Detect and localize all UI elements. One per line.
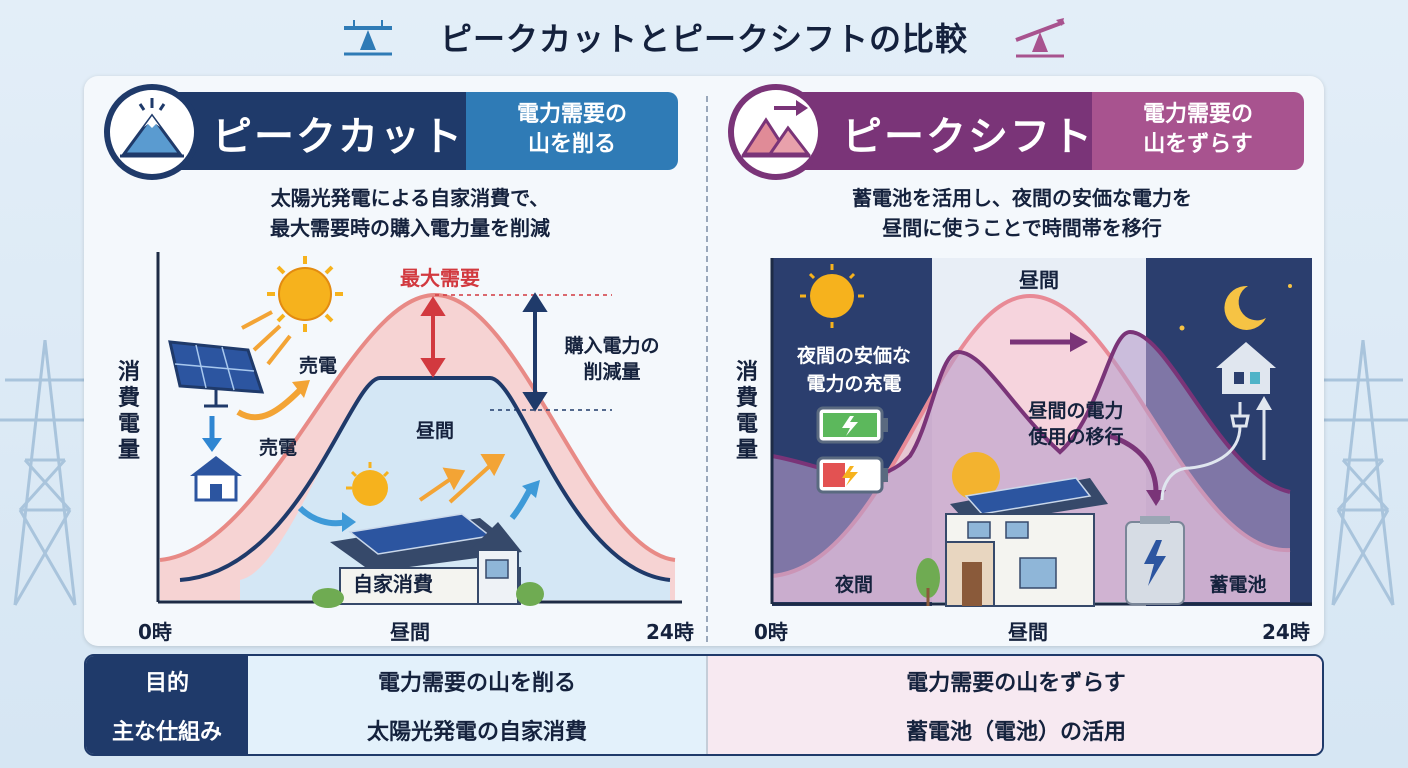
peakshift-title: ピークシフト (842, 114, 1094, 160)
self-consumption-label: 自家消費 (353, 572, 433, 596)
peakcut-desc-line1: 太陽光発電による自家消費で、 (270, 186, 550, 210)
row-mechanism-peakshift: 蓄電池（電池）の活用 (706, 705, 1322, 754)
peakcut-title: ピークカット (212, 114, 464, 160)
solar-panel-icon (168, 340, 265, 408)
peakshift-subtitle-box (1092, 92, 1304, 170)
night-house-icon (1216, 342, 1276, 394)
peakshift-x-end: 24時 (1262, 620, 1310, 644)
power-tower-left-icon (0, 340, 90, 606)
peakshift-daytime-top: 昼間 (1019, 268, 1059, 292)
peak-reduction-arrow (420, 296, 446, 378)
peakcut-ylabel: 消費電量 (117, 360, 140, 463)
panel-divider (706, 96, 708, 642)
small-house-icon (190, 456, 242, 502)
moon-icon (1224, 285, 1266, 330)
peakcut-subtitle-box (466, 92, 678, 170)
peakshift-desc-line1: 蓄電池を活用し、夜間の安価な電力を (852, 186, 1192, 210)
night-charge-label-line2: 電力の充電 (806, 373, 902, 395)
row-purpose-head: 目的 (86, 656, 248, 706)
peakshift-chart (770, 258, 1312, 607)
purchase-reduction-label-line2: 削減量 (583, 361, 641, 383)
original-demand-curve (159, 292, 676, 562)
house-sun-icon (346, 462, 390, 506)
usage-shift-label-line1: 昼間の電力 (1028, 400, 1124, 422)
sell-power-label-2: 売電 (258, 437, 297, 459)
daytime-label: 昼間 (415, 420, 454, 442)
plug-icon (1160, 402, 1250, 501)
mountain-shift-icon (741, 100, 812, 158)
peakshift-icon-circle (728, 84, 824, 180)
sell-power-label-1: 売電 (298, 355, 337, 377)
balance-tilted-icon (1015, 18, 1065, 58)
peakcut-x-mid: 昼間 (390, 620, 430, 644)
shifted-demand-curve (771, 329, 1291, 494)
usage-shift-label-line2: 使用の移行 (1028, 426, 1124, 448)
peakshift-subtitle-line1: 電力需要の (1142, 102, 1253, 127)
battery-full-icon (816, 406, 888, 444)
peakcut-desc-line2: 最大需要時の購入電力量を削減 (270, 216, 550, 240)
house-icon (312, 513, 544, 608)
max-demand-label: 最大需要 (400, 266, 480, 290)
battery-low-icon (816, 456, 888, 494)
battery-label: 蓄電池 (1209, 574, 1267, 596)
peakcut-x-end: 24時 (646, 620, 694, 644)
peakshift-ylabel: 消費電量 (735, 360, 758, 463)
shift-sun-icon (800, 264, 864, 328)
purchase-reduction-arrow (522, 292, 548, 412)
peakshift-x-start: 0時 (754, 620, 788, 644)
sun-icon (267, 256, 343, 332)
peakshift-x-mid: 昼間 (1008, 620, 1048, 644)
main-title: ピークカットとピークシフトの比較 (439, 20, 968, 58)
peakcut-x-start: 0時 (138, 620, 172, 644)
reduced-demand-curve (179, 376, 671, 582)
mountain-icon (120, 98, 184, 158)
row-purpose-peakcut: 電力需要の山を削る (248, 656, 706, 706)
night-charge-label-line1: 夜間の安価な (796, 345, 911, 367)
comparison-table: 目的 電力需要の山を削る 電力需要の山をずらす 主な仕組み 太陽光発電の自家消費… (84, 654, 1324, 756)
peakshift-desc-line2: 昼間に使うことで時間帯を移行 (882, 216, 1162, 240)
peakcut-chart (156, 252, 682, 608)
row-purpose-peakshift: 電力需要の山をずらす (706, 656, 1322, 706)
storage-battery-icon (1125, 516, 1185, 605)
power-tower-right-icon (1318, 340, 1408, 606)
balance-flat-icon (344, 20, 392, 56)
row-mechanism-peakcut: 太陽光発電の自家消費 (248, 705, 706, 754)
peakcut-subtitle-line2: 山を削る (527, 132, 616, 157)
shift-house-icon (916, 477, 1108, 607)
peakshift-subtitle-line2: 山をずらす (1143, 132, 1253, 157)
night-label: 夜間 (834, 574, 873, 596)
peakcut-subtitle-line1: 電力需要の (516, 102, 627, 127)
peakcut-icon-circle (104, 84, 200, 180)
row-mechanism-head: 主な仕組み (86, 705, 248, 754)
purchase-reduction-label-line1: 購入電力の (564, 335, 660, 357)
